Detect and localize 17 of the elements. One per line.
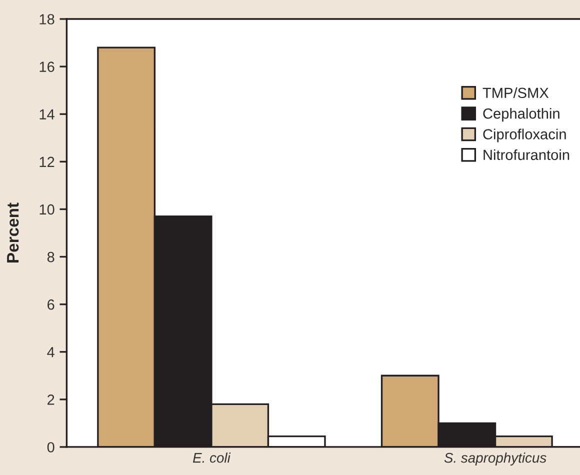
y-tick-label: 8 (47, 252, 54, 262)
y-tick-label: 6 (48, 299, 54, 310)
y-tick-label: 12 (40, 156, 54, 167)
y-tick-label: 10 (40, 204, 54, 215)
legend-label: Ciprofloxacin (483, 128, 566, 142)
legend-label: Cephalothin (483, 108, 560, 122)
x-tick-label: E. coli (192, 452, 231, 463)
legend-label: Nitrofurantoin (484, 149, 570, 160)
y-axis-title: Percent (7, 202, 19, 262)
y-tick-label: 2 (48, 394, 54, 405)
y-tick-label: 18 (40, 14, 54, 24)
y-tick-label: 0 (47, 442, 54, 452)
y-tick-label: 16 (40, 62, 54, 72)
y-tick-label: 14 (40, 109, 54, 120)
x-tick-label: S. saprophyticus (444, 452, 546, 466)
y-tick-label: 4 (47, 347, 54, 358)
legend-label: TMP/SMX (482, 87, 549, 98)
